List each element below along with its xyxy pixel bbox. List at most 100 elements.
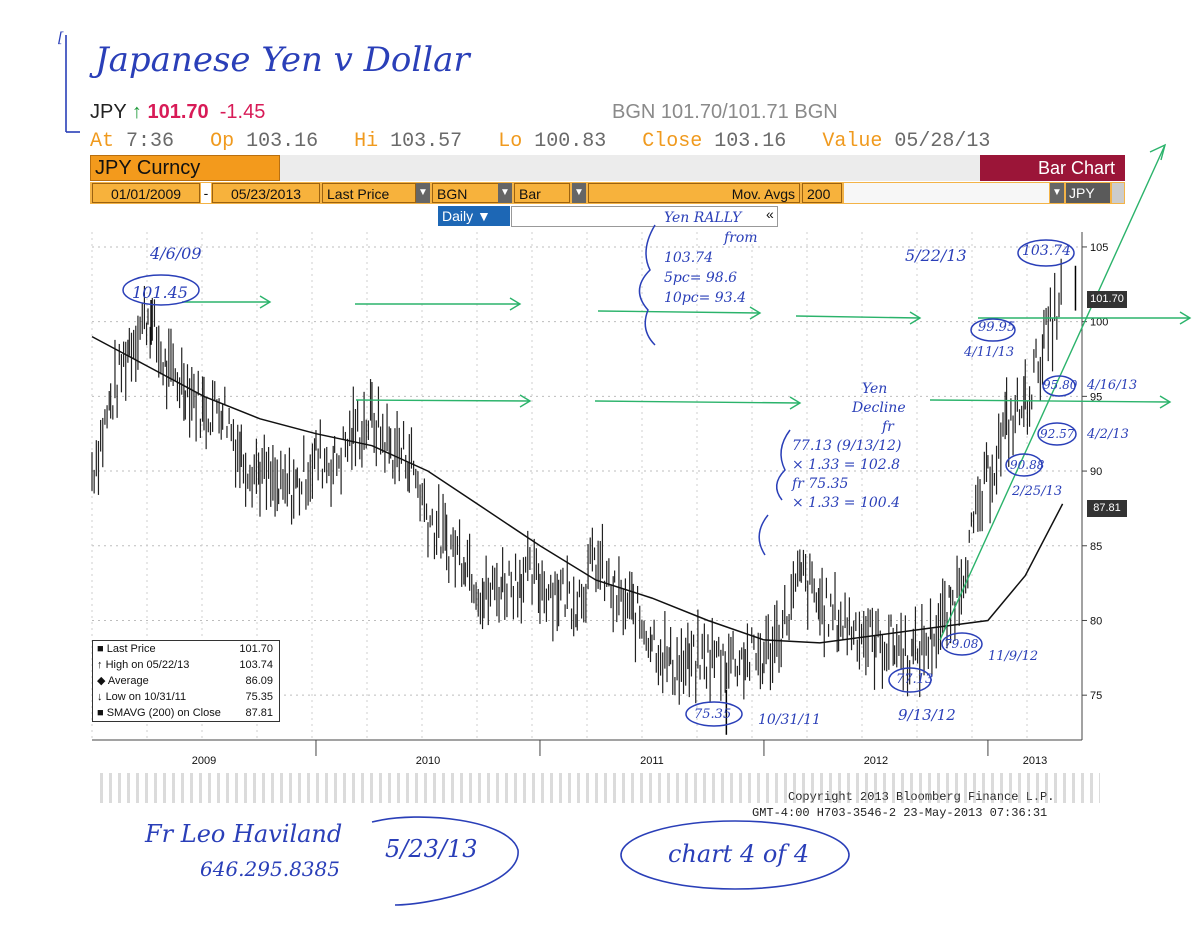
sma-flag: 87.81 bbox=[1087, 500, 1127, 517]
note-75-35: 75.35 bbox=[694, 707, 732, 722]
note-11-9-12: 11/9/12 bbox=[988, 649, 1039, 664]
legend-row-low: ↓ Low on 10/31/11 75.35 bbox=[97, 691, 273, 703]
arrow-head-icon bbox=[749, 306, 762, 320]
annotation-circle-icon bbox=[1005, 453, 1043, 477]
arrow-head-icon bbox=[509, 297, 522, 311]
scroll-end bbox=[1112, 183, 1124, 203]
x-axis: 2009 2010 2011 2012 2013 bbox=[92, 739, 1082, 767]
annotation-circle-icon bbox=[1042, 375, 1076, 397]
note-yen-rally: Yen RALLY from 103.74 5pc= 98.6 10pc= 93… bbox=[664, 210, 758, 306]
copyright: Copyright 2013 Bloomberg Finance L.P. bbox=[788, 790, 1055, 804]
signature-date: 5/23/13 bbox=[385, 835, 478, 863]
legend: ■ Last Price 101.70 ↑ High on 05/22/13 103… bbox=[92, 640, 280, 722]
currency-dropdown-icon[interactable]: ▼ bbox=[1050, 183, 1064, 203]
sma-line bbox=[91, 335, 1064, 644]
brace-icon bbox=[758, 514, 769, 556]
bracket-mark: [ bbox=[58, 30, 64, 46]
y-tick-label: 105 bbox=[1090, 242, 1108, 254]
arrow-head-icon bbox=[789, 396, 802, 410]
annotation-circle-icon bbox=[1017, 239, 1075, 267]
chart-type-title: Bar Chart bbox=[980, 155, 1125, 181]
legend-row-average: ◆ Average 86.09 bbox=[97, 675, 273, 687]
note-4-11-13: 4/11/13 bbox=[964, 345, 1015, 360]
style-dropdown-icon[interactable]: ▼ bbox=[572, 183, 586, 203]
annotation-circle-icon bbox=[122, 274, 200, 306]
timestamp: GMT-4:00 H703-3546-2 23-May-2013 07:36:3… bbox=[752, 806, 1048, 820]
arrow-line-icon bbox=[795, 315, 921, 319]
ticker-symbol: JPY bbox=[90, 101, 127, 123]
source-select[interactable]: BGN bbox=[432, 183, 506, 203]
year-label: 2010 bbox=[416, 755, 440, 767]
note-yen-decline: Yen Decline fr 77.13 (9/13/12) × 1.33 = … bbox=[792, 381, 906, 511]
y-axis: 75 80 85 90 95 100 105 bbox=[1081, 232, 1108, 740]
faded-print bbox=[100, 773, 1100, 803]
y-tick-label: 90 bbox=[1090, 466, 1102, 478]
price-change: -1.45 bbox=[219, 101, 266, 123]
mov-avgs-input[interactable]: 200 bbox=[802, 183, 842, 203]
y-tick-label: 100 bbox=[1090, 317, 1108, 329]
price-field-select[interactable]: Last Price bbox=[322, 183, 416, 203]
blank-field bbox=[844, 183, 1049, 203]
arrow-line-icon bbox=[594, 400, 801, 404]
year-label: 2013 bbox=[1023, 755, 1047, 767]
annotation-circle-icon bbox=[1037, 422, 1077, 446]
note-92-57: 92.57 bbox=[1040, 427, 1075, 441]
handwritten-circles bbox=[122, 224, 1077, 727]
style-select[interactable]: Bar bbox=[514, 183, 570, 203]
last-price-flag: 101.70 bbox=[1087, 291, 1127, 308]
last-price: 101.70 bbox=[147, 101, 209, 123]
signature-phone: 646.295.8385 bbox=[200, 857, 340, 881]
price-bars bbox=[91, 258, 1077, 735]
y-tick-label: 85 bbox=[1090, 541, 1102, 553]
arrow-line-icon bbox=[597, 310, 761, 314]
sma-path bbox=[91, 335, 1064, 644]
note-95-80: 95.80 bbox=[1043, 378, 1078, 392]
note-99-95: 99.95 bbox=[978, 320, 1016, 335]
annotation-circle-icon bbox=[685, 701, 743, 727]
arrow-head-icon bbox=[1179, 311, 1192, 325]
note-5-22-13: 5/22/13 bbox=[905, 246, 967, 265]
mov-avgs-label: Mov. Avgs bbox=[588, 183, 800, 203]
note-2-25-13: 2/25/13 bbox=[1012, 484, 1063, 499]
end-date-field[interactable]: 05/23/2013 bbox=[212, 183, 320, 203]
chart-grid bbox=[91, 232, 1082, 740]
year-label: 2012 bbox=[864, 755, 888, 767]
year-label: 2011 bbox=[640, 755, 664, 767]
y-tick-label: 75 bbox=[1090, 690, 1102, 702]
note-4-16-13: 4/16/13 bbox=[1087, 378, 1138, 393]
date-separator: - bbox=[201, 183, 211, 203]
annotation-circle-icon bbox=[941, 632, 983, 656]
note-77-13: 77.13 bbox=[896, 672, 934, 687]
handwritten-title: Japanese Yen v Dollar bbox=[95, 40, 470, 80]
currency-select[interactable]: JPY bbox=[1066, 183, 1110, 203]
brace-icon bbox=[776, 429, 791, 501]
brace-icon bbox=[638, 224, 656, 346]
arrow-line-icon bbox=[355, 399, 531, 402]
arrow-head-icon bbox=[259, 295, 272, 309]
note-90-88: 90.88 bbox=[1010, 458, 1045, 472]
annotation-circle-icon bbox=[888, 667, 932, 693]
start-date-field[interactable]: 01/01/2009 bbox=[92, 183, 200, 203]
legend-row-high: ↑ High on 05/22/13 103.74 bbox=[97, 659, 273, 671]
arrow-head-icon bbox=[1159, 395, 1172, 409]
signature-name: Fr Leo Haviland bbox=[145, 820, 343, 848]
note-103-74: 103.74 bbox=[1022, 243, 1071, 259]
note-4-2-13: 4/2/13 bbox=[1087, 427, 1129, 442]
price-field-dropdown-icon[interactable]: ▼ bbox=[416, 183, 430, 203]
arrow-head-icon bbox=[519, 394, 532, 408]
legend-row-sma: ■ SMAVG (200) on Close 87.81 bbox=[97, 707, 273, 719]
quote-line: At 7:36 Op 103.16 Hi 103.57 Lo 100.83 Cl… bbox=[90, 130, 991, 153]
up-arrow-icon: ↑ bbox=[131, 101, 142, 123]
period-select[interactable]: Daily ▼ bbox=[438, 206, 510, 226]
security-name: JPY Curncy bbox=[90, 155, 280, 181]
note-10-31-11: 10/31/11 bbox=[758, 712, 821, 728]
source-dropdown-icon[interactable]: ▼ bbox=[498, 183, 512, 203]
period-text-input[interactable] bbox=[511, 206, 778, 227]
collapse-icon[interactable]: « bbox=[766, 206, 774, 222]
ticker-line: JPY ↑ 101.70 -1.45 bbox=[90, 101, 265, 124]
note-79-08: 79.08 bbox=[944, 637, 979, 651]
annotation-circle-icon bbox=[970, 318, 1016, 342]
arrow-line-icon bbox=[929, 399, 1171, 403]
trendline bbox=[939, 144, 1166, 641]
